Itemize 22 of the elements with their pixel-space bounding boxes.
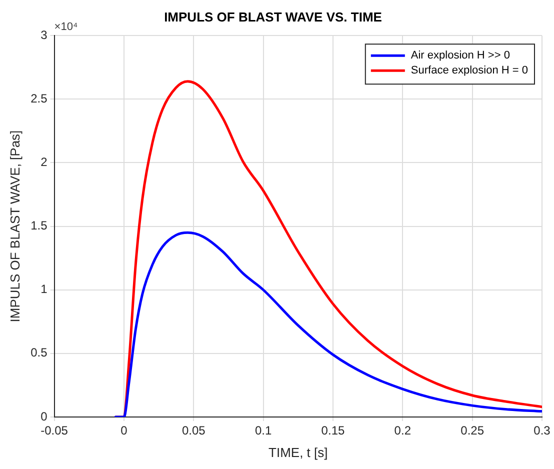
line-series [114,231,542,417]
legend-label: Air explosion H >> 0 [410,50,510,62]
text: ×10⁴ [54,21,78,34]
y-tick-label: 1.5 [30,218,48,233]
y-tick-label: 1 [40,282,48,296]
y-tick-label: 0.5 [30,346,48,360]
x-tick-label: -0.05 [40,424,68,438]
y-tick-label: 0 [40,409,48,424]
x-tick-label: 0.2 [394,424,412,438]
x-tick-label: 0.3 [534,424,551,438]
legend-label: Surface explosion H = 0 [410,64,528,77]
y-tick-label: 2 [40,155,48,170]
x-tick-label: 0.1 [254,424,272,438]
x-axis-title: TIME, t [s] [268,444,328,460]
x-tick-label: 0 [120,424,128,438]
y-tick-label: 2.5 [30,91,48,106]
x-tick-label: 0.05 [182,424,206,438]
x-tick-label: 0.15 [321,424,345,438]
y-axis-title: IMPULS OF BLAST WAVE, [Pas] [7,130,22,322]
chart-title: IMPULS OF BLAST WAVE VS. TIME [164,9,382,24]
y-tick-label: 3 [40,28,48,42]
x-tick-label: 0.25 [460,424,484,438]
